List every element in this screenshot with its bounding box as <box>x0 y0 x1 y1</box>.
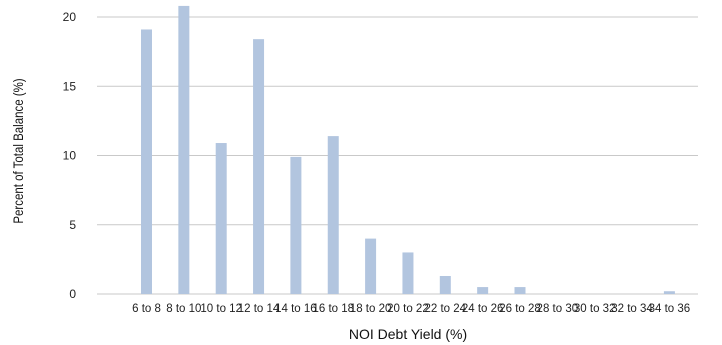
bars <box>141 5 675 295</box>
x-tick-label: 24 to 26 <box>462 303 504 315</box>
bar-18-to-20 <box>365 238 377 294</box>
x-tick-label: 16 to 18 <box>312 303 354 315</box>
x-tick-label: 20 to 22 <box>387 303 429 315</box>
x-tick-label: 30 to 32 <box>574 303 616 315</box>
bar-8-to-10 <box>178 5 190 294</box>
x-tick-label: 32 to 34 <box>611 303 653 315</box>
x-tick-label: 22 to 24 <box>425 303 467 315</box>
bar-24-to-26 <box>477 287 489 294</box>
gridlines <box>97 16 698 295</box>
bar-12-to-14 <box>253 39 265 294</box>
bar-6-to-8 <box>141 29 152 295</box>
y-tick-label: 10 <box>63 149 77 163</box>
x-axis-title: NOI Debt Yield (%) <box>349 326 467 342</box>
bar-34-to-36 <box>663 291 675 294</box>
y-axis-title: Percent of Total Balance (%) <box>10 78 26 223</box>
bar-14-to-16 <box>290 156 302 294</box>
bar-16-to-18 <box>327 136 339 294</box>
y-tick-labels: 0 5 10 15 20 <box>63 10 77 301</box>
y-tick-label: 15 <box>63 79 77 93</box>
bar-10-to-12 <box>215 143 227 294</box>
x-tick-label: 26 to 28 <box>499 303 541 315</box>
x-tick-label: 18 to 20 <box>350 303 392 315</box>
y-tick-label: 20 <box>63 10 77 24</box>
x-tick-label: 28 to 30 <box>537 303 579 315</box>
y-tick-label: 5 <box>69 218 76 232</box>
x-tick-label: 10 to 12 <box>200 303 242 315</box>
bar-26-to-28 <box>514 287 526 294</box>
x-tick-label: 8 to 10 <box>166 303 201 315</box>
x-tick-label: 6 to 8 <box>132 303 161 315</box>
x-tick-label: 12 to 14 <box>238 303 280 315</box>
bar-22-to-24 <box>439 275 451 294</box>
bar-20-to-22 <box>402 252 414 294</box>
y-tick-label: 0 <box>69 287 76 301</box>
x-tick-label: 34 to 36 <box>649 303 691 315</box>
x-tick-label: 14 to 16 <box>275 303 317 315</box>
